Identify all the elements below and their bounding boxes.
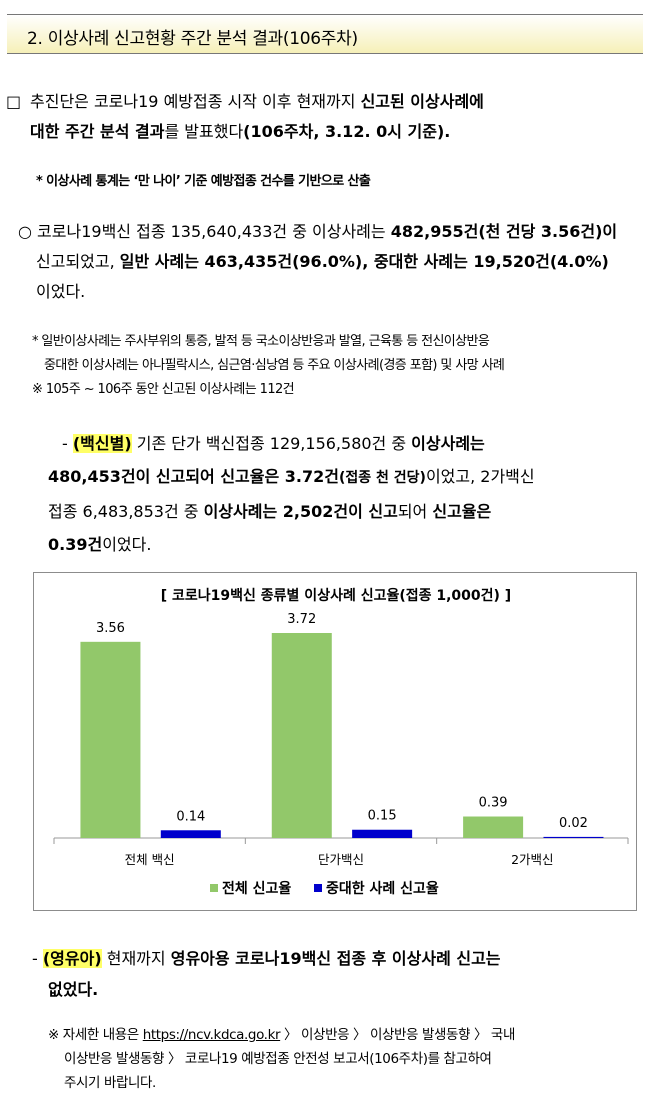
- chart-title: [ 코로나19백신 종류별 이상사례 신고율(접종 1,000건) ]: [161, 587, 511, 604]
- legend-swatch: [210, 884, 218, 892]
- ncv-link[interactable]: https://ncv.kdca.go.kr: [142, 1027, 281, 1043]
- x-tick-label: 2가백신: [511, 852, 553, 867]
- definition-note: * 일반이상사례는 주사부위의 통증, 발적 등 국소이상반응과 발열, 근육통…: [32, 334, 505, 397]
- bar-serious: [543, 836, 604, 838]
- bar-overall: [271, 633, 332, 838]
- infant-paragraph: - (영유아) 현재까지 영유아용 코로나19백신 접종 후 이상사례 신고는 …: [32, 949, 501, 999]
- vaccine-tag: (백신별): [72, 434, 132, 453]
- legend-label: 중대한 사례 신고율: [326, 880, 439, 897]
- bar-value-label: 0.15: [368, 809, 397, 824]
- bar-serious: [160, 830, 221, 838]
- bar-value-label: 0.14: [176, 809, 205, 824]
- x-tick-label: 전체 백신: [125, 852, 175, 867]
- bar-value-label: 3.72: [287, 612, 316, 627]
- x-tick-label: 단가백신: [318, 852, 364, 867]
- chart-frame: [ 코로나19백신 종류별 이상사례 신고율(접종 1,000건) ] 3.56 0…: [33, 572, 637, 911]
- vaccine-paragraph: - (백신별) 기존 단가 백신접종 129,156,580건 중 이상사례는 …: [48, 434, 535, 554]
- bar-chart: [ 코로나19백신 종류별 이상사례 신고율(접종 1,000건) ] 3.56 0…: [53, 587, 629, 897]
- circle-bullet-icon: ○: [18, 222, 32, 241]
- section-title: 2. 이상사례 신고현황 주간 분석 결과(106주차): [27, 29, 358, 49]
- legend-label: 전체 신고율: [222, 880, 291, 897]
- square-bullet-icon: □: [6, 92, 22, 111]
- bar-value-label: 0.39: [479, 796, 508, 811]
- bar-value-label: 3.56: [96, 621, 125, 636]
- intro-paragraph: □ 추진단은 코로나19 예방접종 시작 이후 현재까지 신고된 이상사례에 대…: [6, 87, 646, 147]
- infant-tag: (영유아): [42, 949, 102, 968]
- section-header: 2. 이상사례 신고현황 주간 분석 결과(106주차): [7, 14, 643, 54]
- summary-paragraph: ○ 코로나19백신 접종 135,640,433건 중 이상사례는 482,95…: [18, 222, 618, 301]
- reference-note: ※ 자세한 내용은 https://ncv.kdca.go.kr 〉 이상반응 …: [48, 1027, 515, 1091]
- bar-overall: [80, 641, 141, 838]
- bar-serious: [352, 829, 413, 838]
- legend-swatch: [314, 884, 322, 892]
- age-basis-note: * 이상사례 통계는 ‘만 나이’ 기준 예방접종 건수를 기반으로 산출: [36, 174, 371, 189]
- bar-value-label: 0.02: [559, 816, 588, 831]
- bar-overall: [463, 816, 524, 838]
